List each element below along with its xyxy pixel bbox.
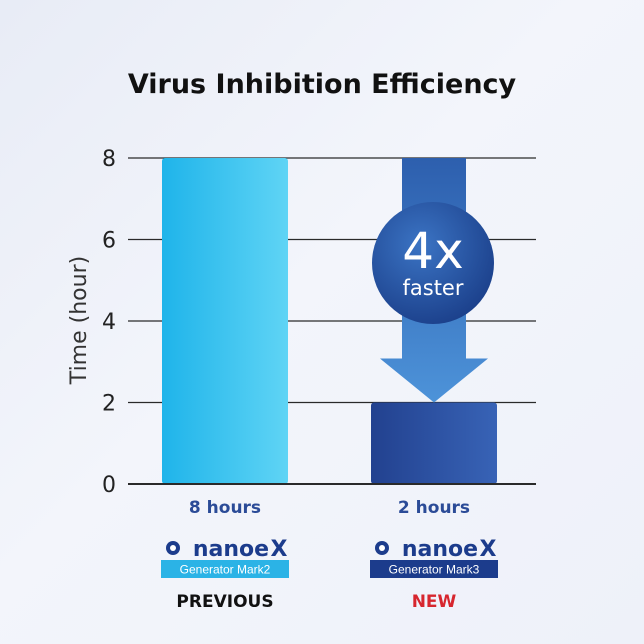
badge-big: 4x [402, 222, 463, 280]
bar-value-label: 8 hours [189, 498, 261, 518]
bar-new [371, 402, 497, 484]
generator-label: Generator Mark2 [180, 563, 271, 577]
y-tick-label: 4 [102, 310, 116, 335]
bar-value-label: 2 hours [398, 498, 470, 518]
brand-x-mark: X [271, 537, 288, 562]
chart-title: Virus Inhibition Efficiency [128, 69, 517, 100]
generator-tag [161, 560, 289, 578]
badge-small: faster [403, 276, 464, 300]
y-tick-label: 8 [102, 147, 116, 172]
product-status: PREVIOUS [176, 592, 273, 612]
badge-circle [372, 202, 494, 324]
y-axis-label: Time (hour) [67, 256, 92, 385]
faster-badge: 4x faster [372, 202, 494, 324]
bars [128, 158, 536, 485]
brand-x-mark: X [480, 537, 497, 562]
nanoe-logo-dot [170, 545, 176, 551]
generator-tag [370, 560, 498, 578]
bar-previous [162, 158, 288, 484]
y-tick-label: 6 [102, 229, 116, 254]
y-tick-label: 0 [102, 473, 116, 498]
nanoe-logo-dot [379, 545, 385, 551]
generator-label: Generator Mark3 [389, 563, 480, 577]
bar-labels: 8 hours 2 hours [189, 498, 470, 518]
brand-logo: nanoe [402, 537, 478, 562]
product-status: NEW [412, 592, 457, 612]
brand-logo: nanoe [193, 537, 269, 562]
y-tick-label: 2 [102, 392, 116, 417]
y-tick-labels: 0 2 4 6 8 [102, 147, 116, 498]
